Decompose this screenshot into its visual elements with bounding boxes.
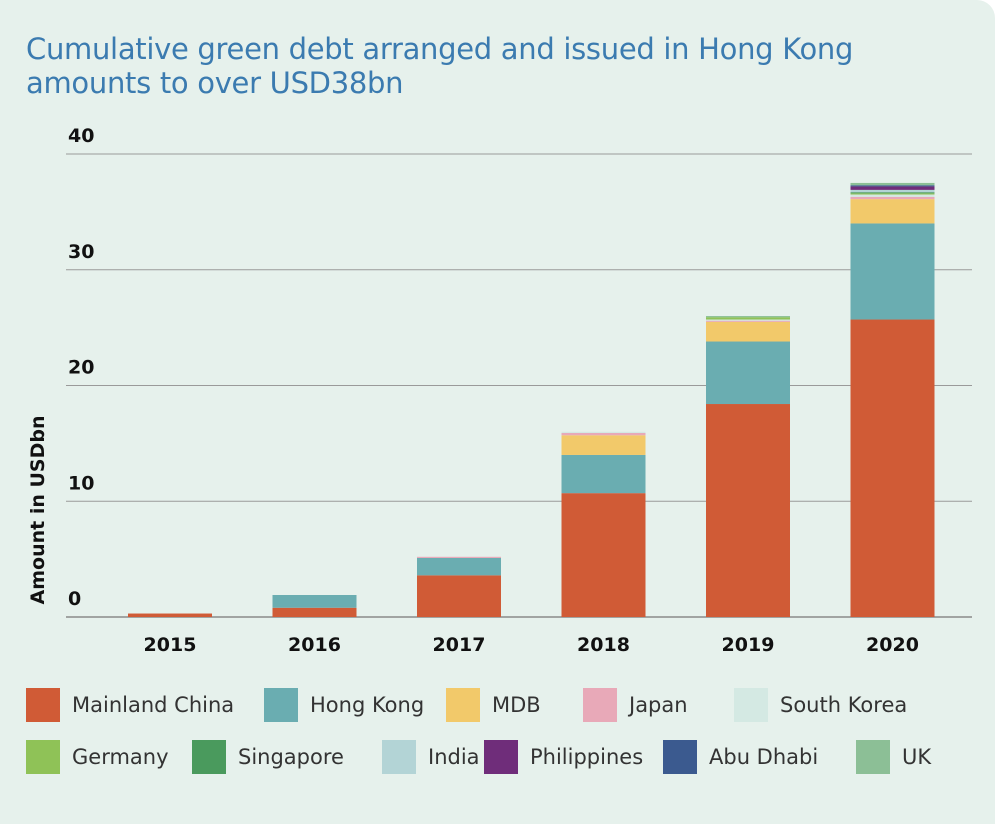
legend-item: Hong Kong [264, 688, 424, 722]
legend-item: India [382, 740, 480, 774]
x-tick-label: 2015 [144, 634, 197, 656]
bar-segment-mainland-china [850, 319, 935, 617]
bar-segment-japan [706, 320, 790, 322]
y-axis-label: Amount in USDbn [27, 416, 49, 605]
y-tick-label: 30 [68, 241, 94, 263]
bar-segment-india [850, 189, 935, 193]
legend-swatch [192, 740, 226, 774]
legend-row: Germany Singapore India Philippines Abu Dhab… [26, 740, 986, 778]
legend-item: UK [856, 740, 931, 774]
legend-item: Japan [583, 688, 688, 722]
bar-segment-japan [561, 432, 646, 436]
bar-segment-germany [850, 193, 935, 195]
y-tick-label: 0 [68, 588, 81, 610]
legend-label: Japan [629, 693, 688, 717]
bar-segment-mainland-china [128, 613, 212, 617]
bar-segment-germany [706, 317, 790, 320]
legend-label: South Korea [780, 693, 908, 717]
bar-segment-abu-dhabi [850, 185, 935, 187]
x-tick-label: 2019 [722, 634, 775, 656]
legend-item: South Korea [734, 688, 907, 722]
bar-segment-philippines [850, 186, 935, 190]
legend-swatch [26, 688, 60, 722]
bar-segment-hong-kong [417, 557, 501, 576]
x-tick-label: 2016 [288, 634, 341, 656]
legend-row: Mainland China Hong Kong MDB Japan South Kor… [26, 688, 986, 726]
legend-swatch [583, 688, 617, 722]
grid-lines [66, 153, 972, 618]
legend-label: Singapore [238, 745, 344, 769]
chart-title: Cumulative green debt arranged and issue… [26, 32, 926, 100]
bar-segment-mdb [850, 199, 935, 224]
bar-segment-mainland-china [706, 404, 790, 617]
legend-item: Germany [26, 740, 169, 774]
legend-swatch [484, 740, 518, 774]
bar-segment-mdb [706, 321, 790, 342]
y-tick-label: 20 [68, 357, 94, 379]
bar-segment-japan [850, 196, 935, 200]
x-axis-ticks: 2015 2016 2017 2018 2019 2020 [144, 634, 919, 656]
legend-item: Abu Dhabi [663, 740, 818, 774]
legend-swatch [663, 740, 697, 774]
bar-segment-japan [417, 556, 501, 558]
legend-item: MDB [446, 688, 541, 722]
legend-swatch [264, 688, 298, 722]
legend-swatch [382, 740, 416, 774]
legend-swatch [734, 688, 768, 722]
legend-swatch [856, 740, 890, 774]
y-tick-label: 10 [68, 472, 94, 494]
x-tick-label: 2020 [866, 634, 919, 656]
chart-title-line-1: Cumulative green debt arranged and issue… [26, 32, 854, 66]
y-tick-label: 40 [68, 125, 94, 147]
chart-title-line-2: amounts to over USD38bn [26, 66, 404, 100]
legend-label: UK [902, 745, 932, 769]
legend-label: Germany [72, 745, 169, 769]
legend-swatch [446, 688, 480, 722]
legend-label: Mainland China [72, 693, 235, 717]
y-axis-ticks: 0 10 20 30 40 [68, 125, 94, 610]
bar-segment-mainland-china [561, 493, 646, 617]
bar-segment-uk [706, 316, 790, 318]
x-tick-label: 2017 [433, 634, 486, 656]
bar-segment-uk [850, 182, 935, 186]
bar-segment-mdb [561, 435, 646, 455]
bar-segment-mainland-china [272, 607, 357, 617]
legend-swatch [26, 740, 60, 774]
bar-segment-south-korea [706, 319, 790, 321]
legend-label: MDB [492, 693, 541, 717]
bar-segment-hong-kong [561, 454, 646, 494]
legend-label: India [428, 745, 480, 769]
bar-segment-hong-kong [706, 341, 790, 405]
legend-item: Mainland China [26, 688, 234, 722]
legend-label: Abu Dhabi [709, 745, 819, 769]
bar-segment-hong-kong [850, 223, 935, 320]
bar-segment-mainland-china [417, 575, 501, 617]
bar-segment-south-korea [850, 194, 935, 197]
legend-label: Philippines [530, 745, 644, 769]
bar-segment-hong-kong [272, 595, 357, 608]
x-tick-label: 2018 [577, 634, 630, 656]
legend: Mainland China Hong Kong MDB Japan South Kor… [26, 688, 986, 792]
legend-item: Philippines [484, 740, 643, 774]
legend-label: Hong Kong [310, 693, 425, 717]
bar-segment-south-korea [561, 431, 646, 433]
legend-item: Singapore [192, 740, 344, 774]
bar-segment-singapore [850, 192, 935, 194]
bars [128, 182, 935, 617]
